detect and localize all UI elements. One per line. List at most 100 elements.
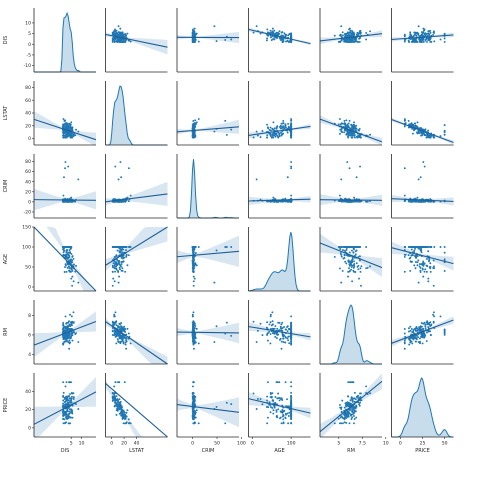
regression-line [248,125,311,136]
scatter-point [116,408,119,411]
scatter-point [417,281,420,284]
scatter-point [420,134,423,137]
scatter-point [409,260,412,263]
scatter-point [68,381,71,384]
scatter-point [273,35,276,38]
scatter-point [341,31,344,34]
scatter-point [112,262,115,265]
scatter-point [68,320,70,323]
scatter-point [126,409,129,412]
scatter-point [62,335,65,338]
scatter-point [423,29,425,32]
scatter-point [340,246,343,248]
scatter-point [63,326,66,329]
scatter-point [348,167,351,170]
scatter-point [113,313,116,316]
scatter-point [77,130,80,133]
regression-line [33,118,97,141]
scatter-point [121,416,124,419]
scatter-point [422,275,425,278]
scatter-point [65,333,68,336]
scatter-point [439,246,442,248]
scatter-point [195,264,198,267]
scatter-point [277,333,280,336]
scatter-point [127,254,130,257]
scatter-point [415,336,418,339]
scatter-point [404,335,407,338]
scatter-point [337,40,340,43]
scatter-point [432,200,435,203]
scatter-point [120,322,123,324]
scatter-point [127,332,130,335]
scatter-point [347,275,349,278]
scatter-point [274,335,277,338]
panel-age-vs-lstat [248,81,311,146]
scatter-point [284,123,287,126]
scatter-point [68,127,70,130]
scatter-point [443,333,446,336]
scatter-point [443,40,446,43]
scatter-point [347,136,350,139]
scatter-point [287,122,290,125]
scatter-point [286,326,288,328]
scatter-point [357,32,360,35]
scatter-point [119,251,122,254]
scatter-point [63,329,66,332]
scatter-point [269,315,272,318]
scatter-point [358,40,361,43]
scatter-point [69,125,72,128]
scatter-point [353,121,355,124]
y-tick-label: 0 [28,199,31,205]
scatter-point [359,246,361,248]
scatter-point [443,32,446,35]
scatter-point [261,130,264,132]
scatter-point [290,35,293,38]
scatter-point [120,269,123,272]
panel-crim-vs-rm [176,300,240,365]
scatter-point [62,342,65,345]
scatter-point [62,248,65,251]
y-tick-label: 60 [25,169,31,175]
regression-line [319,33,383,42]
scatter-point [418,265,421,268]
scatter-point [70,246,73,248]
scatter-point [225,321,228,324]
scatter-point [129,194,132,197]
scatter-point [115,40,118,43]
scatter-point [417,131,420,134]
scatter-point [118,259,121,262]
scatter-point [194,135,197,138]
scatter-point [365,267,368,270]
y-tick-label: 10 [25,21,31,27]
scatter-point [281,327,284,330]
scatter-point [69,123,72,126]
scatter-point [194,252,197,254]
scatter-point [255,178,258,181]
scatter-point [407,254,410,257]
y-tick-label: 0 [28,42,31,48]
scatter-point [274,325,277,328]
scatter-point [285,336,287,339]
regression-line [33,391,97,425]
scatter-point [193,132,196,135]
scatter-point [127,200,130,203]
scatter-point [62,129,65,132]
scatter-point [290,340,293,343]
regression-line [105,193,168,203]
y-axis-label-crim: CRIM [3,180,9,193]
y-tick-label: 5 [28,31,31,37]
scatter-point [422,327,425,330]
scatter-point [114,397,117,400]
scatter-point [433,267,436,270]
scatter-point [215,325,218,328]
y-tick-label: 0 [28,425,31,431]
scatter-point [413,249,416,252]
scatter-point [409,337,412,340]
scatter-point [73,200,75,203]
scatter-point [271,332,274,335]
scatter-point [269,36,272,39]
y-axis-label-price: PRICE [3,398,9,413]
scatter-point [284,197,287,200]
scatter-point [419,246,422,248]
